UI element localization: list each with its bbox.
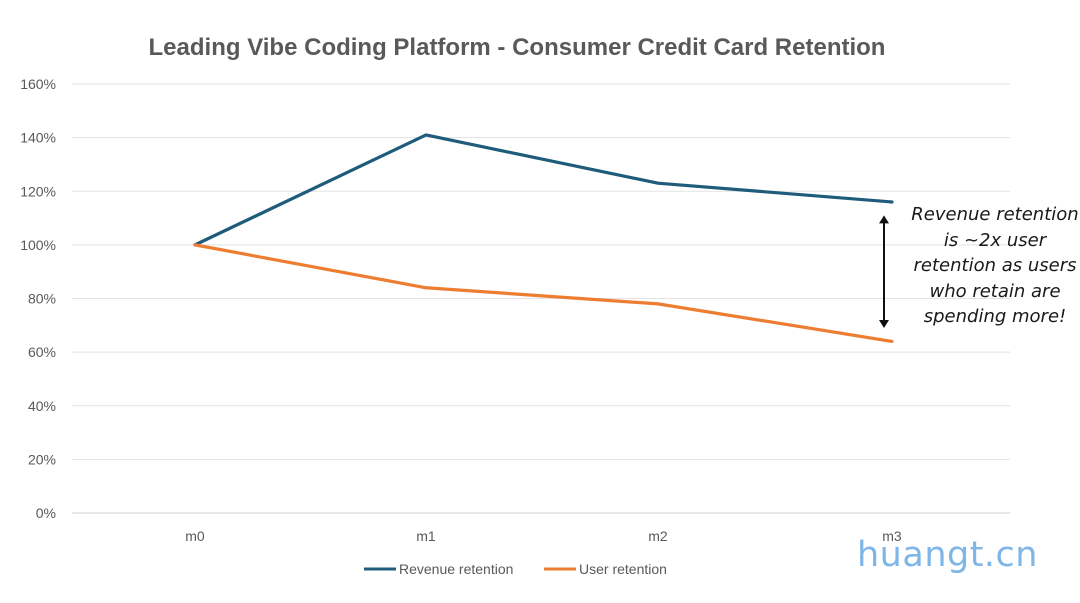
y-tick-label: 0% [36, 505, 56, 521]
y-tick-label: 20% [28, 451, 56, 467]
series-line-revenue-retention [193, 133, 894, 247]
x-tick-label-m0: m0 [185, 528, 205, 544]
y-tick-label: 120% [20, 183, 56, 199]
gridlines [72, 83, 1010, 514]
x-tick-label-m3: m3 [882, 528, 902, 544]
series-line-user-retention [193, 243, 894, 343]
y-axis-ticks: 0% 20% 40% 60% 80% 100% 120% 140% 160% [20, 76, 56, 521]
x-axis-ticks: m0 m1 m2 m3 [185, 528, 902, 544]
difference-arrow [879, 215, 889, 328]
arrow-head-down [879, 319, 889, 328]
x-tick-label-m2: m2 [648, 528, 668, 544]
legend: Revenue retention User retention [364, 561, 667, 577]
legend-label-revenue-retention: Revenue retention [399, 561, 513, 577]
chart-title: Leading Vibe Coding Platform - Consumer … [149, 34, 886, 61]
arrow-head-up [879, 215, 889, 224]
y-tick-label: 80% [28, 291, 56, 307]
y-tick-label: 140% [20, 130, 56, 146]
y-tick-label: 40% [28, 398, 56, 414]
x-tick-label-m1: m1 [416, 528, 436, 544]
y-tick-label: 60% [28, 344, 56, 360]
y-tick-label: 160% [20, 76, 56, 92]
annotation-text: Revenue retention is ~2x user retention … [911, 204, 1079, 327]
legend-label-user-retention: User retention [579, 561, 667, 577]
y-tick-label: 100% [20, 237, 56, 253]
series-lines [193, 133, 894, 343]
watermark-text: huangt.cn [857, 535, 1038, 575]
